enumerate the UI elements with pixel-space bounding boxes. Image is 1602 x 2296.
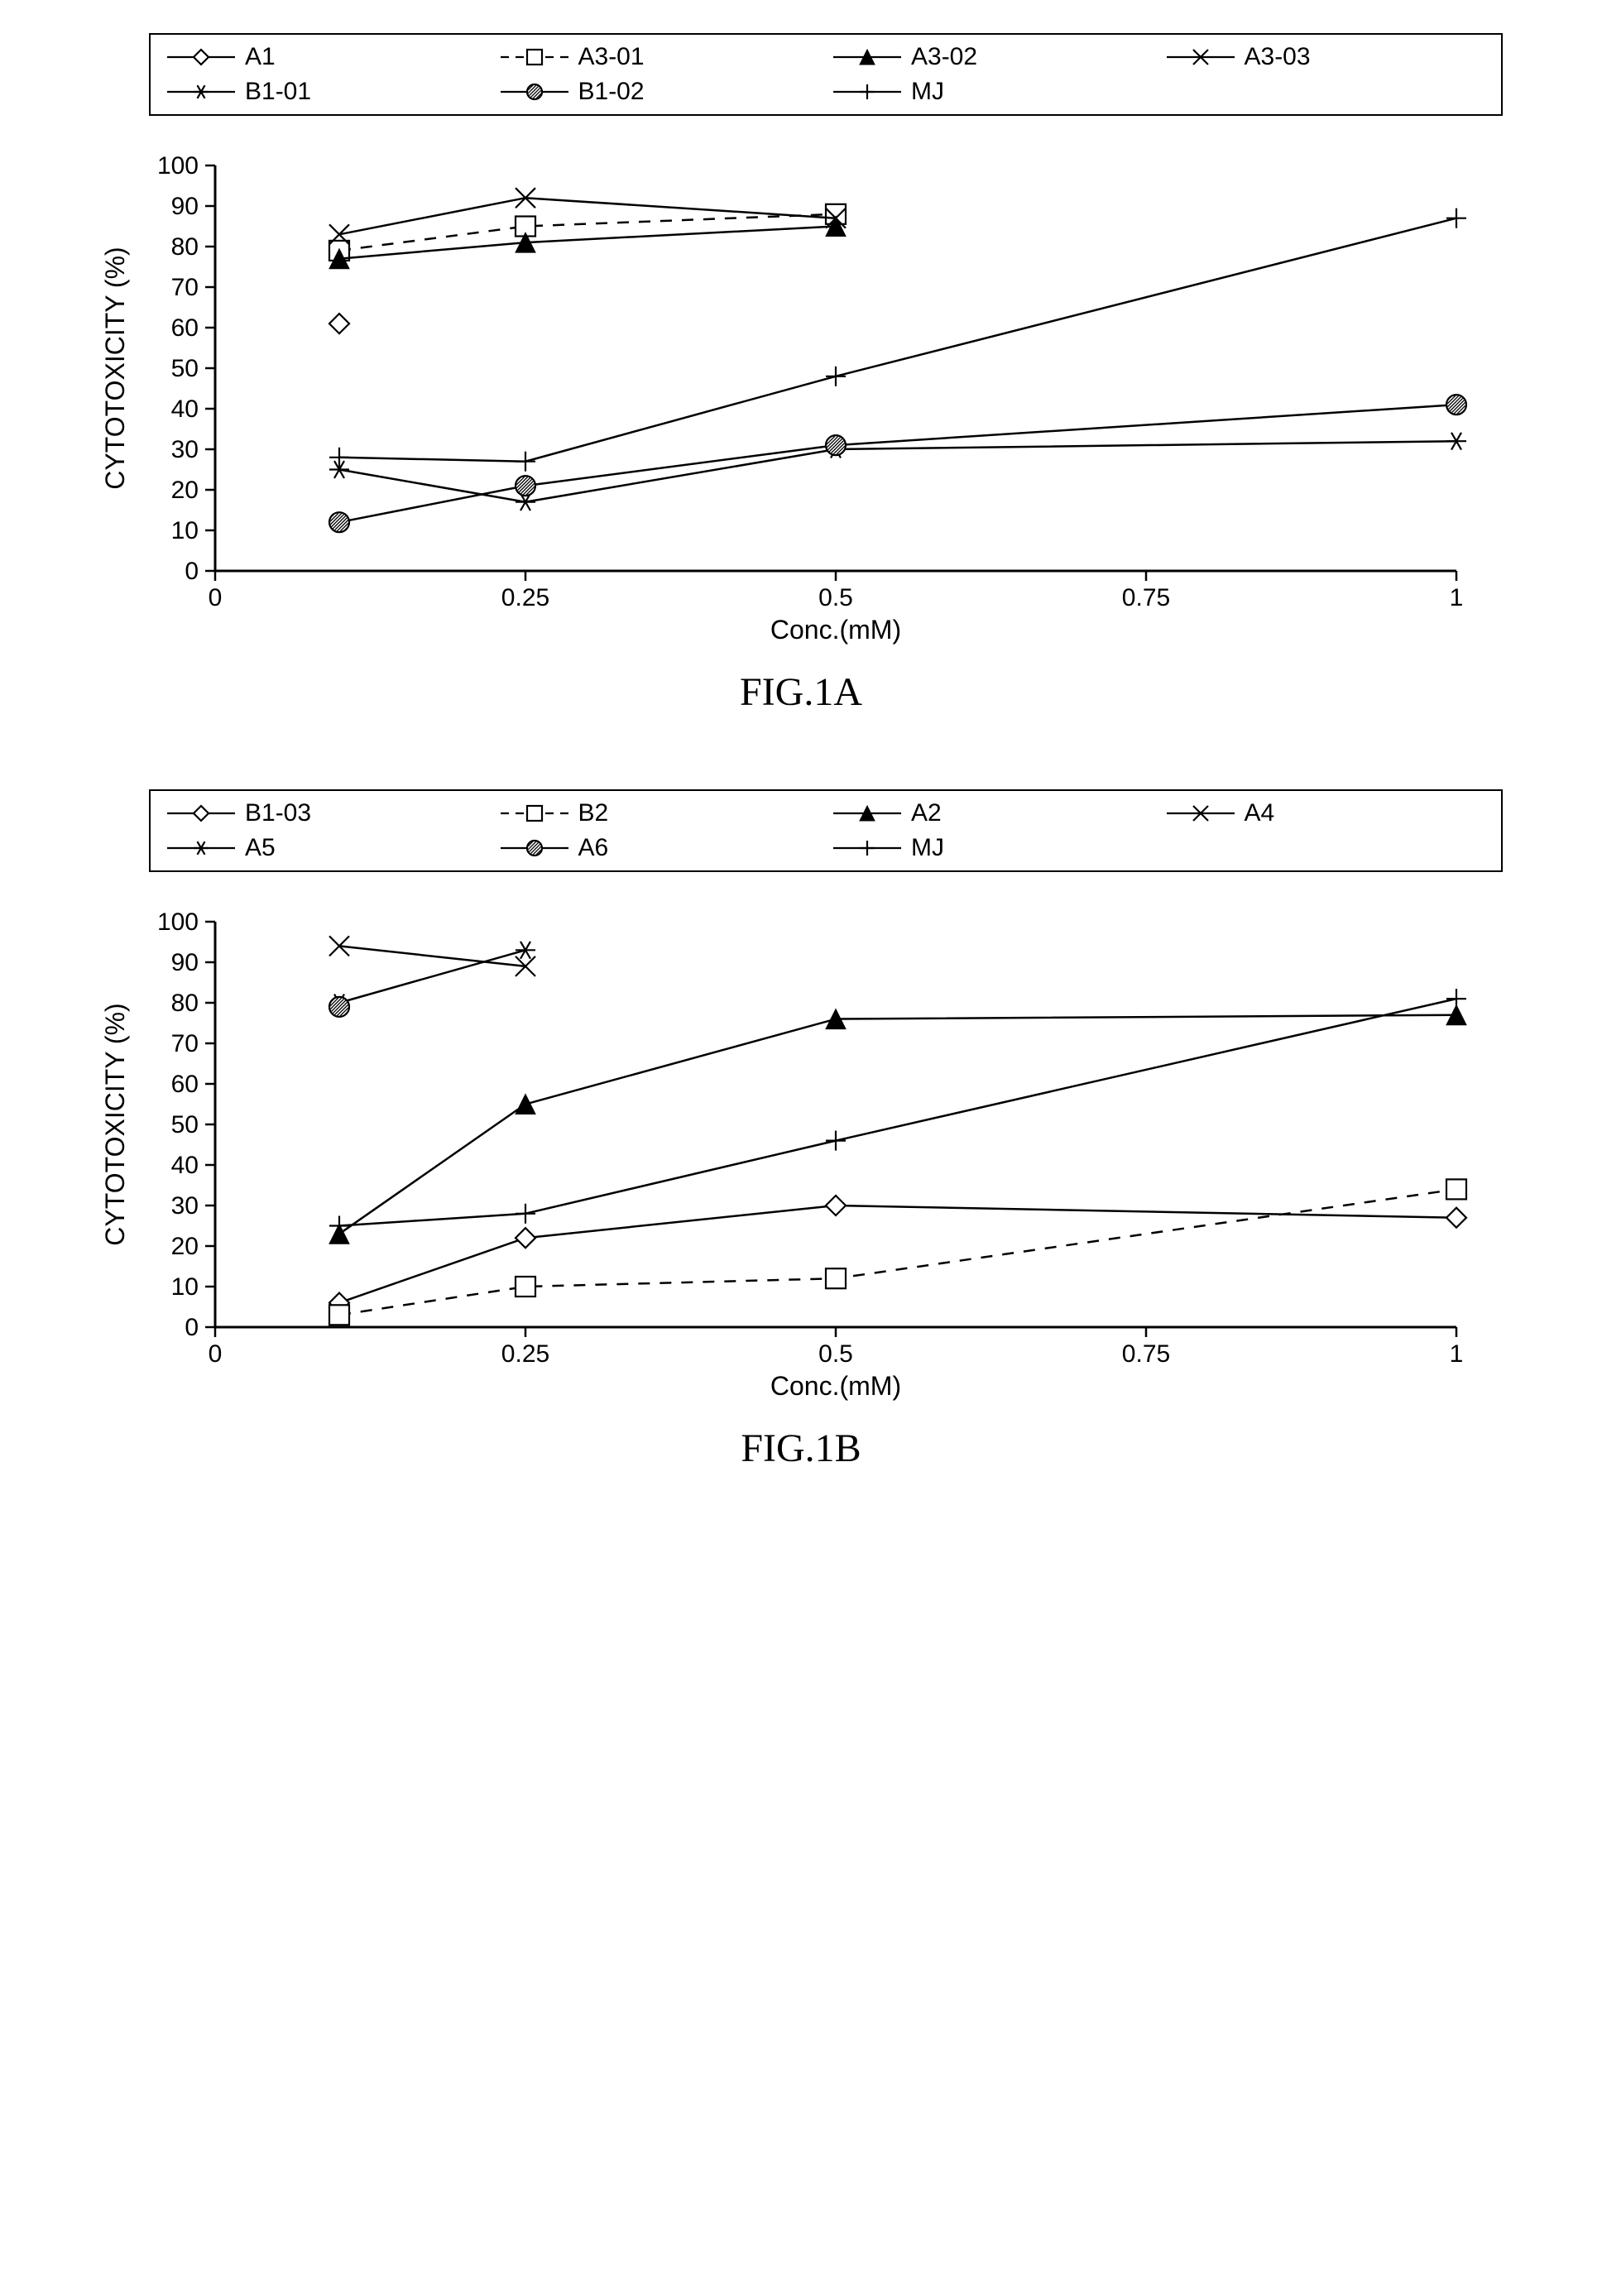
svg-text:0.5: 0.5 xyxy=(818,1340,853,1368)
svg-text:0.25: 0.25 xyxy=(501,1340,549,1368)
legend-item: A3-03 xyxy=(1165,43,1487,71)
legend-item: A5 xyxy=(165,834,487,862)
svg-text:30: 30 xyxy=(171,1192,199,1220)
svg-text:60: 60 xyxy=(171,1071,199,1098)
svg-text:0: 0 xyxy=(185,558,199,585)
caption-b: FIG.1B xyxy=(33,1426,1569,1471)
svg-text:80: 80 xyxy=(171,990,199,1017)
svg-text:Conc.(mM): Conc.(mM) xyxy=(770,615,901,645)
legend-item: A2 xyxy=(832,799,1154,827)
svg-text:1: 1 xyxy=(1450,1340,1464,1368)
svg-text:70: 70 xyxy=(171,274,199,301)
svg-text:50: 50 xyxy=(171,1111,199,1138)
svg-text:70: 70 xyxy=(171,1030,199,1057)
legend-item: MJ xyxy=(832,78,1154,106)
legend-label: B2 xyxy=(578,799,609,827)
svg-text:0: 0 xyxy=(209,584,223,611)
legend-label: A5 xyxy=(245,834,276,862)
chart-a: 0 10 20 30 40 50 60 70 80 90 100 0 0.25 0.5 0.75 1 Conc.… xyxy=(83,149,1489,645)
legend-label: A1 xyxy=(245,43,276,71)
svg-text:90: 90 xyxy=(171,193,199,220)
svg-text:0.5: 0.5 xyxy=(818,584,853,611)
legend-label: A4 xyxy=(1245,799,1275,827)
svg-text:0.75: 0.75 xyxy=(1122,1340,1170,1368)
svg-text:50: 50 xyxy=(171,355,199,382)
legend-item: A3-02 xyxy=(832,43,1154,71)
legend-item: A1 xyxy=(165,43,487,71)
svg-text:100: 100 xyxy=(157,908,199,936)
legend-item: A4 xyxy=(1165,799,1487,827)
svg-text:Conc.(mM): Conc.(mM) xyxy=(770,1371,901,1401)
legend-label: A3-03 xyxy=(1245,43,1311,71)
svg-text:20: 20 xyxy=(171,1233,199,1260)
caption-a: FIG.1A xyxy=(33,669,1569,715)
legend-item: B1-02 xyxy=(499,78,821,106)
svg-text:40: 40 xyxy=(171,395,199,423)
svg-text:CYTOTOXICITY (%): CYTOTOXICITY (%) xyxy=(100,247,130,489)
legend-label: A3-01 xyxy=(578,43,645,71)
legend-label: B1-02 xyxy=(578,78,645,106)
svg-text:0.25: 0.25 xyxy=(501,584,549,611)
legend-item: A3-01 xyxy=(499,43,821,71)
svg-text:90: 90 xyxy=(171,949,199,976)
legend-item: A6 xyxy=(499,834,821,862)
legend-label: A2 xyxy=(911,799,942,827)
svg-text:20: 20 xyxy=(171,477,199,504)
svg-text:1: 1 xyxy=(1450,584,1464,611)
legend-label: A6 xyxy=(578,834,609,862)
svg-text:60: 60 xyxy=(171,314,199,342)
svg-text:10: 10 xyxy=(171,517,199,544)
legend-label: MJ xyxy=(911,834,944,862)
legend-item: B2 xyxy=(499,799,821,827)
svg-text:30: 30 xyxy=(171,436,199,463)
legend-label: A3-02 xyxy=(911,43,977,71)
chart-a-wrap: 0 10 20 30 40 50 60 70 80 90 100 0 0.25 0.5 0.75 1 Conc.… xyxy=(83,149,1569,649)
legend-item: B1-01 xyxy=(165,78,487,106)
chart-b-wrap: 0 10 20 30 40 50 60 70 80 90 100 0 0.25 0.5 0.75 1 Conc.… xyxy=(83,905,1569,1406)
svg-text:CYTOTOXICITY (%): CYTOTOXICITY (%) xyxy=(100,1003,130,1245)
legend-item: MJ xyxy=(832,834,1154,862)
svg-text:0.75: 0.75 xyxy=(1122,584,1170,611)
svg-text:100: 100 xyxy=(157,152,199,180)
legend-label: B1-03 xyxy=(245,799,311,827)
svg-text:40: 40 xyxy=(171,1152,199,1179)
legend-item: B1-03 xyxy=(165,799,487,827)
figure-a-block: A1A3-01A3-02A3-03B1-01B1-02MJ 0102030405… xyxy=(33,33,1569,715)
legend-label: B1-01 xyxy=(245,78,311,106)
svg-text:0: 0 xyxy=(185,1314,199,1341)
svg-text:0: 0 xyxy=(209,1340,223,1368)
legend-b: B1-03 B2 A2 A4 A5 A6 MJ xyxy=(149,789,1503,872)
chart-b: 0 10 20 30 40 50 60 70 80 90 100 0 0.25 0.5 0.75 1 Conc.… xyxy=(83,905,1489,1402)
figure-b-block: B1-03B2A2A4A5A6MJ 0102030405060708090100… xyxy=(33,789,1569,1471)
svg-text:80: 80 xyxy=(171,233,199,261)
legend-a: A1 A3-01 A3-02 A3-03 B1-01 B1-02 MJ xyxy=(149,33,1503,116)
svg-text:10: 10 xyxy=(171,1273,199,1301)
legend-label: MJ xyxy=(911,78,944,106)
